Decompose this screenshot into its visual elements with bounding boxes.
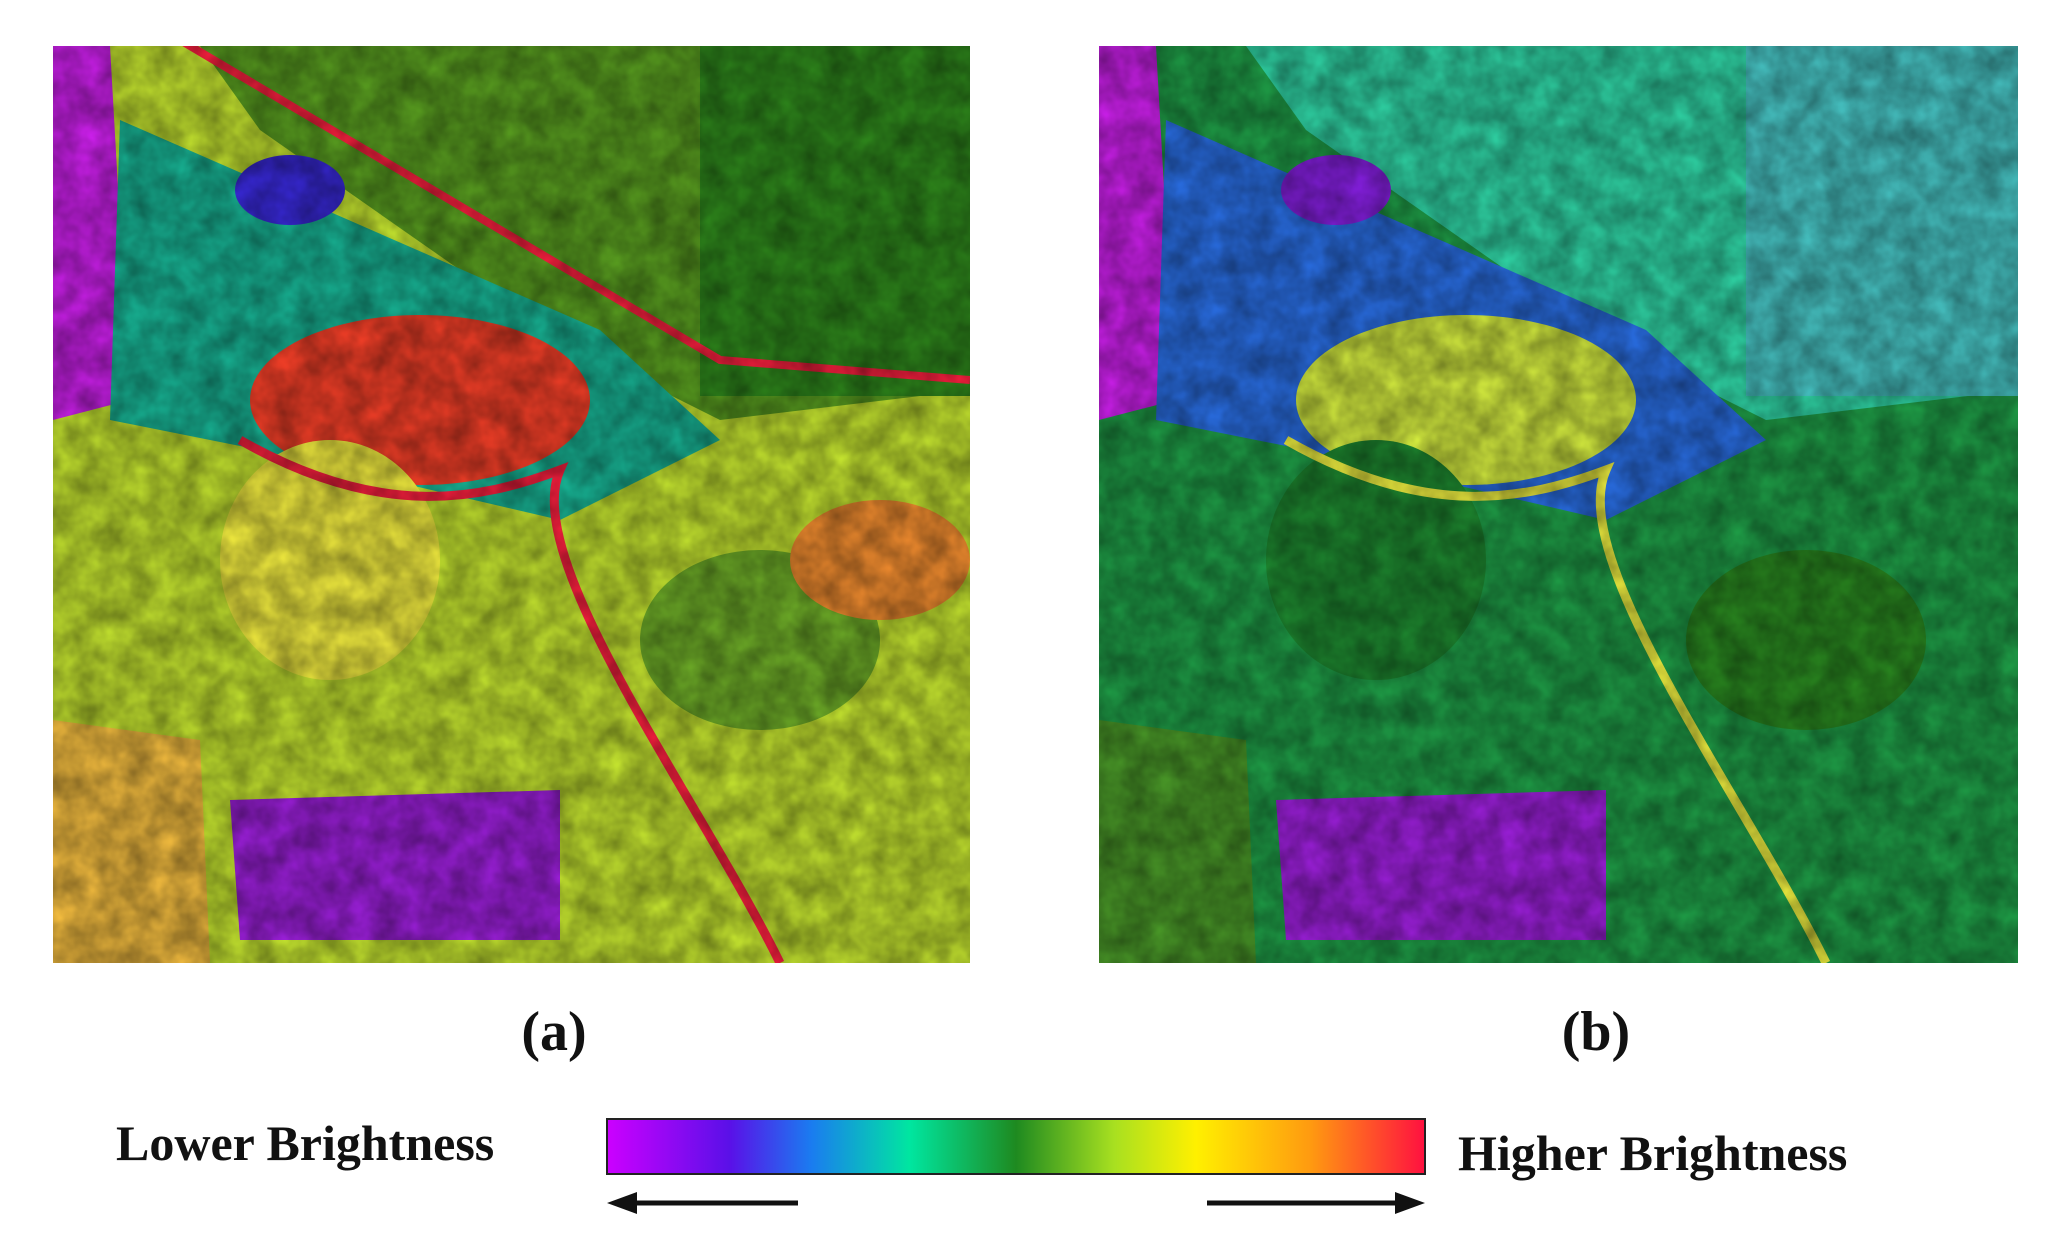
arrow-left	[607, 1192, 798, 1214]
panel-image-b	[1099, 46, 2018, 963]
colorbar-low-label: Lower Brightness	[116, 1115, 494, 1171]
arrow-right	[1207, 1192, 1425, 1214]
panel-label: (b)	[1562, 1001, 1630, 1063]
colorbar-high-label: Higher Brightness	[1458, 1125, 1847, 1181]
panel-label: (a)	[521, 1001, 586, 1063]
colorbar	[606, 1118, 1426, 1175]
panel-image-a	[53, 46, 970, 963]
